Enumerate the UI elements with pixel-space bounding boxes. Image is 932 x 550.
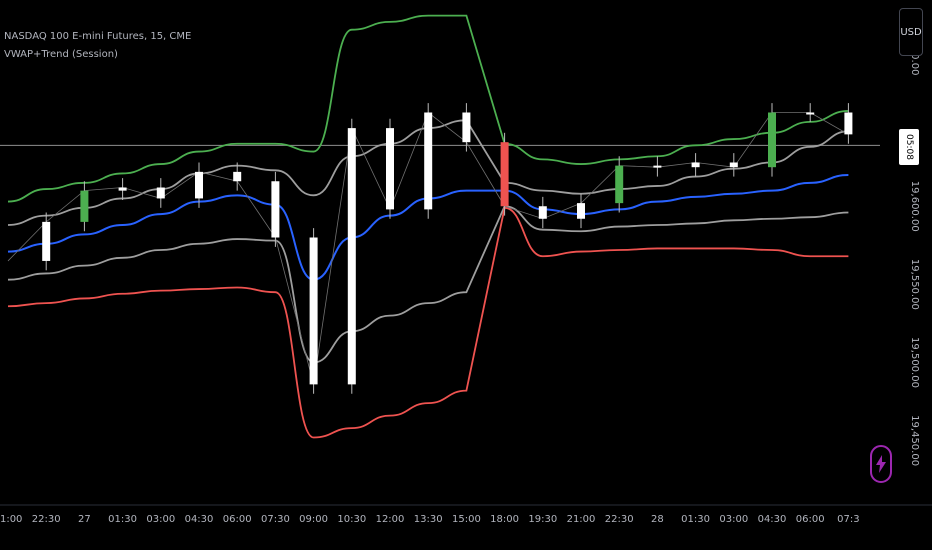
candle-body	[691, 162, 700, 168]
candle-body	[844, 112, 853, 135]
y-tick-label: 19,550.00	[909, 259, 920, 310]
indicator-legend[interactable]: VWAP+Trend (Session)	[4, 49, 118, 60]
candle-body	[729, 162, 738, 168]
candle-body	[118, 187, 127, 191]
x-tick-label: 07:30	[261, 514, 290, 525]
candle-body	[615, 165, 624, 204]
candle-body	[424, 112, 433, 210]
y-tick-label: 19,450.00	[909, 415, 920, 466]
candles	[42, 103, 853, 394]
candle-body	[42, 221, 51, 261]
candle-body	[806, 112, 815, 115]
y-tick-label: 19,600.00	[909, 181, 920, 232]
x-tick-label: 22:30	[605, 514, 634, 525]
x-tick-label: 01:30	[108, 514, 137, 525]
candle-body	[768, 112, 776, 168]
x-tick-label: 10:30	[337, 514, 366, 525]
candle-body	[233, 171, 242, 182]
last-price-label: 05:08	[904, 134, 914, 160]
x-tick-label: 04:30	[758, 514, 787, 525]
series-vwap	[7, 174, 849, 281]
x-tick-label: 15:00	[452, 514, 481, 525]
candle-body	[462, 112, 471, 143]
candle-body	[347, 128, 356, 385]
x-tick-label: 03:00	[146, 514, 175, 525]
candle-body	[156, 187, 165, 199]
x-tick-label: 09:00	[299, 514, 328, 525]
x-tick-label: 03:00	[719, 514, 748, 525]
candle-body	[500, 142, 509, 207]
x-tick-label: 21:00	[0, 514, 22, 525]
candle-body	[195, 171, 203, 199]
x-tick-label: 27	[78, 514, 91, 525]
candle-body	[80, 190, 89, 222]
series-lower_band	[7, 206, 849, 439]
x-tick-label: 13:30	[414, 514, 443, 525]
candle-body	[309, 237, 318, 385]
last-price-tag: 05:08	[899, 129, 919, 165]
x-tick-label: 01:30	[681, 514, 710, 525]
x-tick-label: 04:30	[185, 514, 214, 525]
x-tick-label: 19:30	[528, 514, 557, 525]
candle-body	[653, 165, 662, 168]
candle-body	[538, 206, 547, 219]
x-tick-label: 12:00	[376, 514, 405, 525]
alert-button[interactable]	[870, 445, 892, 483]
time-axis: 21:00 22:30 27 01:30 03:00 04:30 06:00 07:30 09:…	[0, 504, 932, 525]
symbol-legend[interactable]: NASDAQ 100 E-mini Futures, 15, CME	[4, 31, 192, 42]
chart-series	[7, 14, 849, 439]
x-tick-label: 06:00	[223, 514, 252, 525]
series-inner_lower	[7, 205, 849, 364]
currency-button[interactable]: USD	[899, 8, 923, 56]
x-tick-label: 22:30	[32, 514, 61, 525]
x-tick-label: 07:3	[837, 514, 859, 525]
x-tick-label: 06:00	[796, 514, 825, 525]
candle-body	[386, 128, 394, 210]
price-axis: 19,700.0019,600.0019,550.0019,500.0019,4…	[909, 25, 920, 467]
x-tick-label: 18:00	[490, 514, 519, 525]
y-tick-label: 19,500.00	[909, 337, 920, 388]
x-tick-label: 21:00	[567, 514, 596, 525]
candle-body	[271, 181, 280, 238]
series-upper_band	[7, 14, 849, 203]
bolt-icon	[876, 455, 886, 473]
candle-body	[577, 203, 585, 219]
x-tick-label: 28	[651, 514, 664, 525]
